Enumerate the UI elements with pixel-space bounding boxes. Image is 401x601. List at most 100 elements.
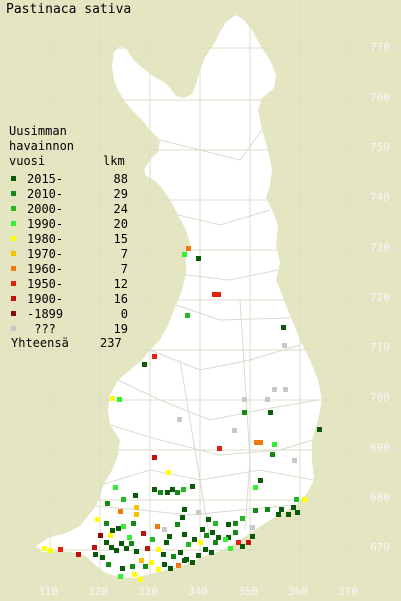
observation-marker bbox=[182, 558, 187, 563]
y-tick-label: 760 bbox=[370, 91, 390, 104]
observation-marker bbox=[124, 546, 129, 551]
observation-marker bbox=[180, 515, 185, 520]
observation-marker bbox=[242, 397, 247, 402]
observation-marker bbox=[295, 510, 300, 515]
legend-swatch bbox=[11, 221, 16, 226]
observation-marker bbox=[203, 547, 208, 552]
observation-marker bbox=[127, 535, 132, 540]
observation-marker bbox=[253, 508, 258, 513]
observation-marker bbox=[233, 521, 238, 526]
observation-marker bbox=[223, 537, 228, 542]
legend-year-label: 1970- bbox=[27, 247, 64, 261]
observation-marker bbox=[317, 427, 322, 432]
legend-heading-line1: Uusimman bbox=[9, 124, 67, 138]
observation-marker bbox=[210, 530, 215, 535]
observation-marker bbox=[76, 552, 81, 557]
y-tick-label: 690 bbox=[370, 441, 390, 454]
observation-marker bbox=[279, 507, 284, 512]
observation-marker bbox=[48, 548, 53, 553]
observation-marker bbox=[212, 292, 217, 297]
legend-year-label: 1900- bbox=[27, 292, 64, 306]
x-tick-label: 320 bbox=[88, 585, 108, 598]
observation-marker bbox=[108, 533, 113, 538]
region-borders bbox=[95, 129, 319, 541]
legend-count: 12 bbox=[113, 277, 128, 291]
observation-marker bbox=[167, 534, 172, 539]
legend-year-label: 1990- bbox=[27, 217, 64, 231]
observation-marker bbox=[149, 560, 154, 565]
observation-marker bbox=[110, 396, 115, 401]
x-tick-label: 370 bbox=[338, 585, 358, 598]
observation-marker bbox=[283, 387, 288, 392]
observation-marker bbox=[121, 524, 126, 529]
observation-marker bbox=[133, 493, 138, 498]
legend-swatch bbox=[11, 251, 16, 256]
observation-marker bbox=[130, 564, 135, 569]
observation-marker bbox=[196, 553, 201, 558]
observation-marker bbox=[282, 343, 287, 348]
observation-marker bbox=[181, 487, 186, 492]
observation-marker bbox=[204, 533, 209, 538]
observation-marker bbox=[175, 522, 180, 527]
observation-marker bbox=[118, 509, 123, 514]
observation-marker bbox=[242, 410, 247, 415]
legend-count: 7 bbox=[120, 247, 128, 261]
legend-col-count: lkm bbox=[103, 154, 125, 168]
observation-marker bbox=[272, 387, 277, 392]
observation-marker bbox=[139, 558, 144, 563]
observation-marker bbox=[272, 442, 277, 447]
observation-marker bbox=[93, 552, 98, 557]
observation-marker bbox=[175, 490, 180, 495]
observation-marker bbox=[95, 517, 100, 522]
observation-marker bbox=[291, 505, 296, 510]
observation-marker bbox=[100, 555, 105, 560]
x-tick-label: 330 bbox=[138, 585, 158, 598]
observation-marker bbox=[240, 516, 245, 521]
y-tick-label: 740 bbox=[370, 191, 390, 204]
observation-marker bbox=[206, 517, 211, 522]
legend-col-year: vuosi bbox=[9, 154, 46, 168]
map-title: Pastinaca sativa bbox=[6, 2, 132, 17]
observation-marker bbox=[129, 541, 134, 546]
legend-count: 7 bbox=[120, 262, 128, 276]
legend-swatch bbox=[11, 326, 16, 331]
x-tick-label: 310 bbox=[38, 585, 58, 598]
observation-marker bbox=[156, 547, 161, 552]
observation-marker bbox=[216, 535, 221, 540]
observation-marker bbox=[104, 540, 109, 545]
y-tick-label: 700 bbox=[370, 391, 390, 404]
observation-marker bbox=[113, 485, 118, 490]
observation-marker bbox=[254, 440, 259, 445]
observation-marker bbox=[141, 531, 146, 536]
observation-marker bbox=[98, 533, 103, 538]
observation-marker bbox=[294, 497, 299, 502]
observation-marker bbox=[240, 544, 245, 549]
legend-count: 19 bbox=[113, 322, 128, 336]
observation-marker bbox=[246, 540, 251, 545]
observation-marker bbox=[132, 572, 137, 577]
observation-marker bbox=[170, 487, 175, 492]
observation-marker bbox=[152, 487, 157, 492]
observation-marker bbox=[265, 397, 270, 402]
observation-marker bbox=[143, 564, 148, 569]
observation-marker bbox=[152, 455, 157, 460]
observation-marker bbox=[161, 552, 166, 557]
observation-marker bbox=[268, 410, 273, 415]
observation-marker bbox=[258, 440, 263, 445]
observation-marker bbox=[286, 512, 291, 517]
legend-year-label: ??? bbox=[27, 322, 56, 336]
legend-count: 0 bbox=[120, 307, 128, 321]
observation-marker bbox=[233, 530, 238, 535]
observation-marker bbox=[110, 528, 115, 533]
observation-marker bbox=[176, 563, 181, 568]
legend-swatch bbox=[11, 236, 16, 241]
observation-marker bbox=[190, 484, 195, 489]
legend-year-label: 2000- bbox=[27, 202, 64, 216]
legend-heading-line2: havainnon bbox=[9, 139, 75, 153]
observation-marker bbox=[119, 541, 124, 546]
observation-marker bbox=[155, 524, 160, 529]
observation-marker bbox=[105, 501, 110, 506]
legend-year-label: 2015- bbox=[27, 172, 64, 186]
observation-marker bbox=[106, 562, 111, 567]
